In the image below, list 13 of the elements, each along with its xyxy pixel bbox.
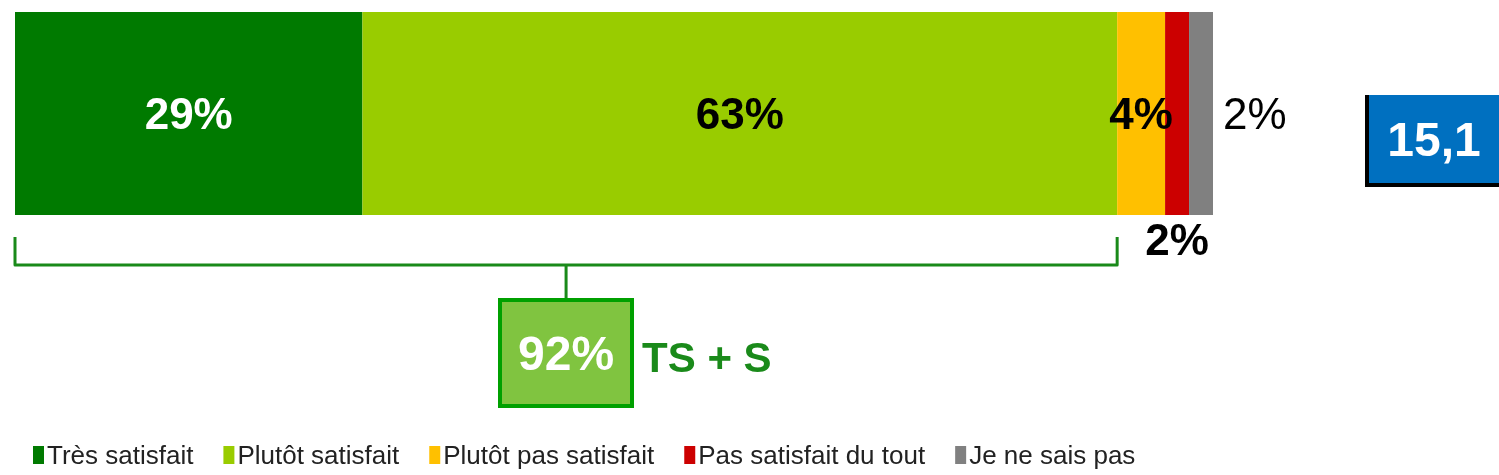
legend-label: Plutôt satisfait xyxy=(237,440,401,470)
data-label: 29% xyxy=(144,89,233,138)
text: 92% xyxy=(498,298,635,408)
legend-label: Très satisfait xyxy=(47,440,195,470)
bar xyxy=(1189,12,1213,215)
data-label: 2% xyxy=(1145,214,1209,264)
data-label: 63% xyxy=(695,89,784,138)
data-label: 2% xyxy=(1223,89,1287,138)
legend-label: Plutôt pas satisfait xyxy=(443,440,656,470)
text: TS + S xyxy=(642,333,772,383)
legend-label: Pas satisfait du tout xyxy=(698,440,926,470)
bar xyxy=(15,12,363,215)
legend-label: Je ne sais pas xyxy=(969,440,1136,470)
